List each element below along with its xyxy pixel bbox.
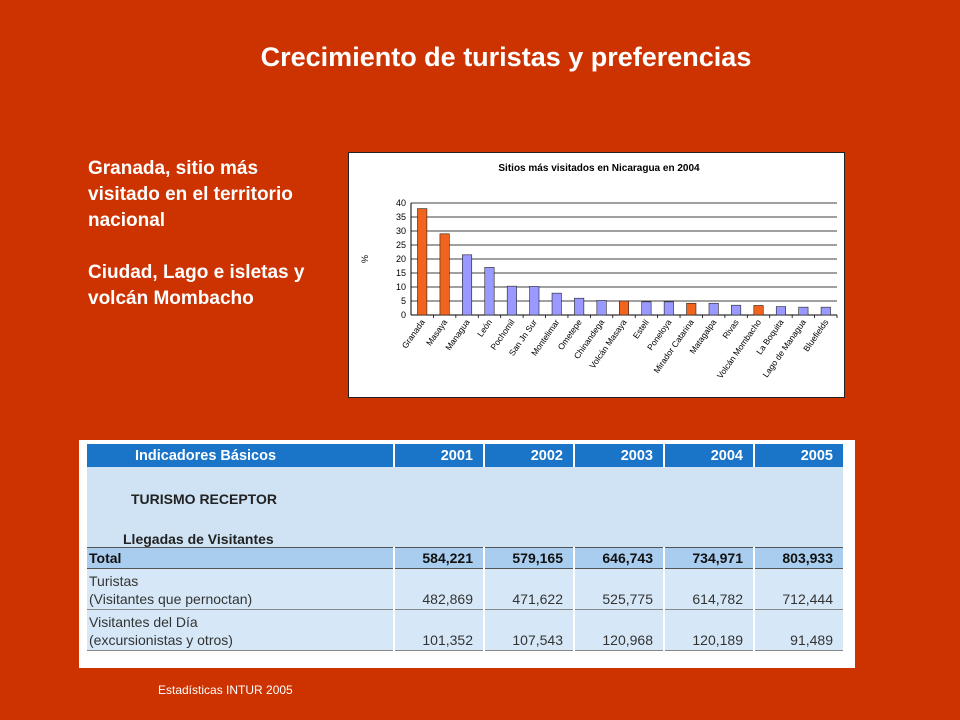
table-row: Total 584,221 579,165 646,743 734,971 80… bbox=[87, 547, 843, 569]
source-note: Estadísticas INTUR 2005 bbox=[158, 683, 293, 697]
y-axis-label: % bbox=[360, 255, 370, 263]
header-2004: 2004 bbox=[664, 444, 755, 467]
slide-title: Crecimiento de turistas y preferencias bbox=[260, 42, 752, 72]
turistas-2001: 482,869 bbox=[394, 589, 485, 610]
dia-2005: 91,489 bbox=[754, 630, 843, 651]
total-label: Total bbox=[87, 547, 395, 569]
header-indicadores: Indicadores Básicos bbox=[87, 444, 395, 467]
x-tick-label: Rivas bbox=[720, 317, 740, 340]
bar bbox=[529, 286, 540, 316]
chart-title: Sitios más visitados en Nicaragua en 200… bbox=[498, 163, 700, 174]
header-2005: 2005 bbox=[754, 444, 843, 467]
bar bbox=[574, 297, 585, 316]
header-2001: 2001 bbox=[394, 444, 485, 467]
turistas-sublabel: (Visitantes que pernoctan) bbox=[87, 589, 395, 610]
y-tick-label: 15 bbox=[396, 268, 406, 278]
subsection-row: Llegadas de Visitantes bbox=[87, 507, 843, 548]
table-row: Visitantes del Día bbox=[87, 609, 843, 630]
table-row: (Visitantes que pernoctan) 482,869 471,6… bbox=[87, 589, 843, 610]
bar bbox=[484, 267, 495, 316]
side-text: Granada, sitio más visitado en el territ… bbox=[88, 156, 318, 338]
table-row: (excursionistas y otros) 101,352 107,543… bbox=[87, 630, 843, 651]
header-2003: 2003 bbox=[574, 444, 665, 467]
total-2005: 803,933 bbox=[754, 547, 843, 569]
subsection-label: Llegadas de Visitantes bbox=[87, 507, 843, 548]
table-header-row: Indicadores Básicos 2001 2002 2003 2004 … bbox=[87, 444, 843, 467]
y-tick-label: 0 bbox=[401, 310, 406, 320]
x-tick-label: León bbox=[475, 317, 494, 338]
dia-2002: 107,543 bbox=[484, 630, 575, 651]
bar bbox=[439, 233, 450, 316]
bar bbox=[551, 292, 562, 316]
y-tick-label: 35 bbox=[396, 212, 406, 222]
bar bbox=[708, 302, 719, 316]
side-paragraph-2: Ciudad, Lago e isletas y volcán Mombacho bbox=[88, 262, 305, 309]
bar bbox=[820, 306, 831, 316]
dia-label: Visitantes del Día bbox=[87, 609, 395, 630]
indicators-table: Indicadores Básicos 2001 2002 2003 2004 … bbox=[87, 444, 843, 651]
y-tick-label: 30 bbox=[396, 226, 406, 236]
y-tick-label: 20 bbox=[396, 254, 406, 264]
x-tick-label: Estelí bbox=[631, 317, 652, 341]
bar bbox=[417, 208, 428, 316]
turistas-2002: 471,622 bbox=[484, 589, 575, 610]
side-paragraph-1: Granada, sitio más visitado en el territ… bbox=[88, 158, 293, 231]
dia-2004: 120,189 bbox=[664, 630, 755, 651]
bar bbox=[596, 300, 607, 316]
y-tick-label: 5 bbox=[401, 296, 406, 306]
indicators-table-panel: Indicadores Básicos 2001 2002 2003 2004 … bbox=[79, 440, 855, 668]
bar bbox=[663, 301, 674, 316]
dia-2001: 101,352 bbox=[394, 630, 485, 651]
bar bbox=[686, 302, 697, 316]
header-2002: 2002 bbox=[484, 444, 575, 467]
bar bbox=[462, 254, 473, 316]
bar bbox=[775, 306, 786, 316]
bar bbox=[506, 285, 517, 316]
turistas-2004: 614,782 bbox=[664, 589, 755, 610]
bar bbox=[731, 304, 742, 316]
total-2004: 734,971 bbox=[664, 547, 755, 569]
chart-svg: Sitios más visitados en Nicaragua en 200… bbox=[360, 163, 838, 380]
y-tick-label: 40 bbox=[396, 198, 406, 208]
total-2001: 584,221 bbox=[394, 547, 485, 569]
x-tick-label: Granada bbox=[400, 317, 427, 350]
turistas-2005: 712,444 bbox=[754, 589, 843, 610]
dia-2003: 120,968 bbox=[574, 630, 665, 651]
bar bbox=[618, 300, 630, 316]
dia-sublabel: (excursionistas y otros) bbox=[87, 630, 395, 651]
turistas-2003: 525,775 bbox=[574, 589, 665, 610]
turistas-label: Turistas bbox=[87, 568, 395, 589]
section-row: TURISMO RECEPTOR bbox=[87, 467, 843, 507]
y-tick-label: 10 bbox=[396, 282, 406, 292]
bar bbox=[798, 306, 809, 316]
total-2002: 579,165 bbox=[484, 547, 575, 569]
total-2003: 646,743 bbox=[574, 547, 665, 569]
table-row: Turistas bbox=[87, 568, 843, 589]
bar bbox=[753, 305, 764, 316]
section-label: TURISMO RECEPTOR bbox=[87, 467, 843, 507]
bar-chart: Sitios más visitados en Nicaragua en 200… bbox=[348, 152, 845, 398]
bar bbox=[641, 301, 652, 316]
y-tick-label: 25 bbox=[396, 240, 406, 250]
